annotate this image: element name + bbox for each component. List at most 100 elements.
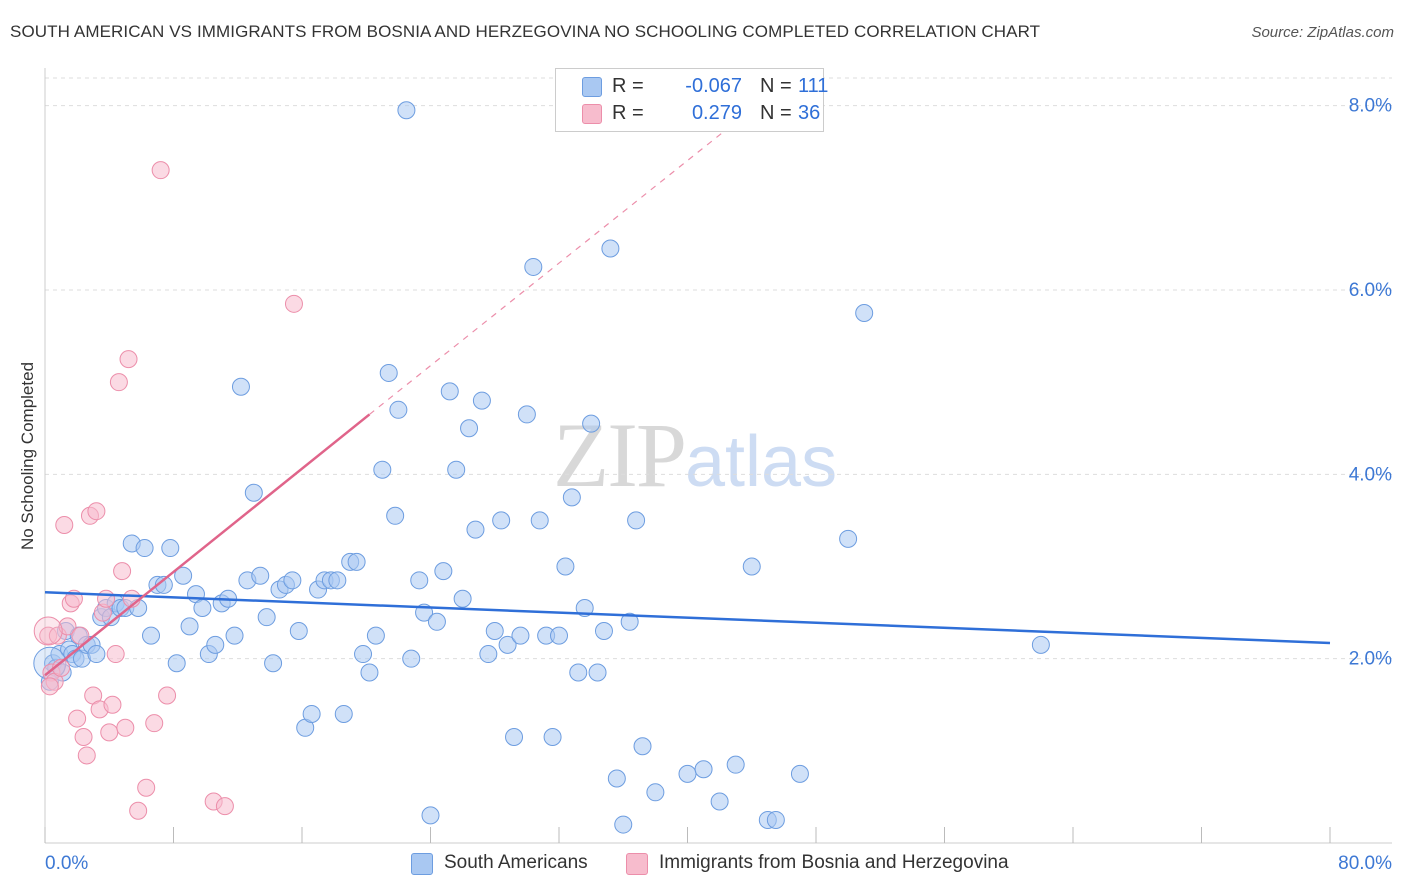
data-point bbox=[137, 778, 156, 797]
data-point bbox=[498, 635, 517, 654]
data-point bbox=[855, 304, 874, 323]
legend-r-value: -0.067 bbox=[685, 75, 742, 97]
data-point bbox=[505, 728, 524, 747]
data-point bbox=[517, 405, 536, 424]
data-point bbox=[119, 350, 138, 369]
data-point bbox=[145, 714, 164, 733]
data-point bbox=[113, 562, 132, 581]
data-point bbox=[302, 704, 321, 723]
data-point bbox=[373, 460, 392, 479]
trend-line-south-americans bbox=[44, 591, 1331, 645]
data-point bbox=[257, 608, 276, 627]
data-point bbox=[607, 769, 626, 788]
data-point bbox=[742, 557, 761, 576]
data-point bbox=[421, 806, 440, 825]
data-point bbox=[68, 709, 87, 728]
data-point bbox=[460, 419, 479, 438]
y-tick-label: 8.0% bbox=[1349, 96, 1392, 117]
data-point bbox=[594, 622, 613, 641]
y-tick-label: 2.0% bbox=[1349, 649, 1392, 670]
data-point bbox=[569, 663, 588, 682]
legend-n-label: N = bbox=[760, 102, 792, 124]
data-point bbox=[620, 612, 639, 631]
y-tick-label: 4.0% bbox=[1349, 464, 1392, 485]
watermark-atlas: atlas bbox=[685, 422, 838, 502]
data-point bbox=[74, 728, 93, 747]
data-point bbox=[472, 391, 491, 410]
data-point bbox=[142, 626, 161, 645]
data-point bbox=[434, 562, 453, 581]
data-point bbox=[678, 764, 697, 783]
data-point bbox=[264, 654, 283, 673]
data-point bbox=[71, 626, 90, 645]
data-point bbox=[328, 571, 347, 590]
data-point bbox=[524, 257, 543, 276]
zipatlas-watermark: ZIPatlas bbox=[553, 402, 837, 508]
data-point bbox=[151, 161, 170, 180]
trend-lines bbox=[44, 95, 1331, 677]
data-point bbox=[215, 797, 234, 816]
data-point-cluster bbox=[33, 616, 63, 646]
legend-n-label: N = bbox=[760, 75, 792, 97]
data-point bbox=[466, 520, 485, 539]
data-point bbox=[646, 783, 665, 802]
data-point bbox=[225, 626, 244, 645]
bottom-legend-swatch-pink bbox=[626, 853, 648, 875]
data-point bbox=[556, 557, 575, 576]
legend-r-value: 0.279 bbox=[691, 102, 742, 124]
data-point bbox=[174, 566, 193, 585]
bottom-legend-label: South Americans bbox=[444, 852, 588, 873]
data-point bbox=[427, 612, 446, 631]
data-point bbox=[627, 511, 646, 530]
data-point bbox=[55, 516, 74, 535]
data-point bbox=[402, 649, 421, 668]
data-point bbox=[87, 502, 106, 521]
data-point bbox=[167, 654, 186, 673]
data-point bbox=[588, 663, 607, 682]
data-point bbox=[479, 645, 498, 664]
data-point bbox=[158, 686, 177, 705]
data-point bbox=[87, 645, 106, 664]
data-point bbox=[839, 529, 858, 548]
axes bbox=[44, 68, 1392, 844]
x-tick-label: 0.0% bbox=[45, 853, 88, 874]
data-point bbox=[100, 723, 119, 742]
bottom-legend-label: Immigrants from Bosnia and Herzegovina bbox=[659, 852, 1009, 873]
data-point bbox=[161, 539, 180, 558]
data-point bbox=[582, 414, 601, 433]
data-point bbox=[251, 566, 270, 585]
data-point bbox=[193, 598, 212, 617]
watermark-zip: ZIP bbox=[553, 404, 687, 506]
data-point bbox=[106, 645, 125, 664]
data-point bbox=[410, 571, 429, 590]
data-point bbox=[492, 511, 511, 530]
data-point bbox=[366, 626, 385, 645]
data-point bbox=[354, 645, 373, 664]
data-point bbox=[58, 617, 77, 636]
data-point bbox=[766, 810, 785, 829]
data-point bbox=[97, 589, 116, 608]
data-point bbox=[397, 101, 416, 120]
data-point bbox=[447, 460, 466, 479]
data-point bbox=[694, 760, 713, 779]
data-point bbox=[562, 488, 581, 507]
tick-labels: 2.0% 4.0% 6.0% 8.0% 0.0% 80.0% bbox=[45, 96, 1392, 874]
data-point bbox=[284, 294, 303, 313]
data-point bbox=[206, 635, 225, 654]
data-point bbox=[790, 764, 809, 783]
data-point bbox=[511, 626, 530, 645]
source-label: Source: ZipAtlas.com bbox=[1251, 24, 1394, 41]
data-point bbox=[614, 815, 633, 834]
data-point bbox=[633, 737, 652, 756]
data-point bbox=[135, 539, 154, 558]
legend-n-value: 36 bbox=[798, 102, 821, 124]
data-point bbox=[543, 728, 562, 747]
data-point bbox=[1031, 635, 1050, 654]
trend-line-extension-dashed bbox=[369, 95, 769, 415]
series-bosnia-immigrants bbox=[33, 161, 303, 820]
legend-n-value: 111 bbox=[798, 75, 829, 97]
y-tick-label: 6.0% bbox=[1349, 280, 1392, 301]
data-point bbox=[347, 552, 366, 571]
bottom-legend-swatch-blue bbox=[411, 853, 433, 875]
